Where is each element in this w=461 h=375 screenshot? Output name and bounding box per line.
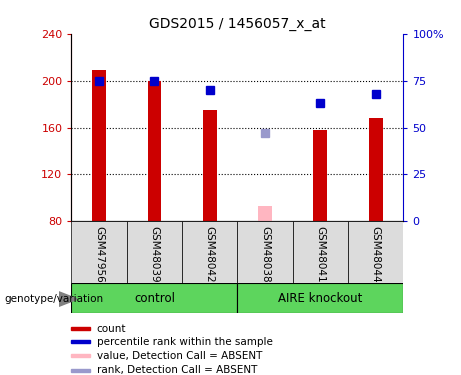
Title: GDS2015 / 1456057_x_at: GDS2015 / 1456057_x_at [149,17,326,32]
Bar [71,369,90,372]
Text: GSM48039: GSM48039 [149,226,160,283]
Text: percentile rank within the sample: percentile rank within the sample [97,337,272,347]
Bar [182,221,237,283]
Bar [148,81,161,221]
Bar [71,283,237,313]
Text: GSM48041: GSM48041 [315,226,325,283]
Bar [369,118,383,221]
Text: GSM48044: GSM48044 [371,226,381,283]
Bar [92,70,106,221]
Bar [258,206,272,221]
Bar [348,221,403,283]
Bar [237,283,403,313]
Text: GSM47956: GSM47956 [94,226,104,283]
Bar [71,221,127,283]
Bar [203,110,217,221]
Text: value, Detection Call = ABSENT: value, Detection Call = ABSENT [97,351,262,361]
Bar [313,130,327,221]
Text: GSM48042: GSM48042 [205,226,215,283]
Text: rank, Detection Call = ABSENT: rank, Detection Call = ABSENT [97,365,257,375]
Bar [71,340,90,344]
Text: count: count [97,324,126,333]
Bar [127,221,182,283]
Bar [237,221,293,283]
Text: control: control [134,292,175,304]
Bar [71,327,90,330]
Text: genotype/variation: genotype/variation [5,294,104,304]
Polygon shape [59,292,77,306]
Bar [71,354,90,357]
Text: GSM48038: GSM48038 [260,226,270,283]
Text: AIRE knockout: AIRE knockout [278,292,363,304]
Bar [293,221,348,283]
